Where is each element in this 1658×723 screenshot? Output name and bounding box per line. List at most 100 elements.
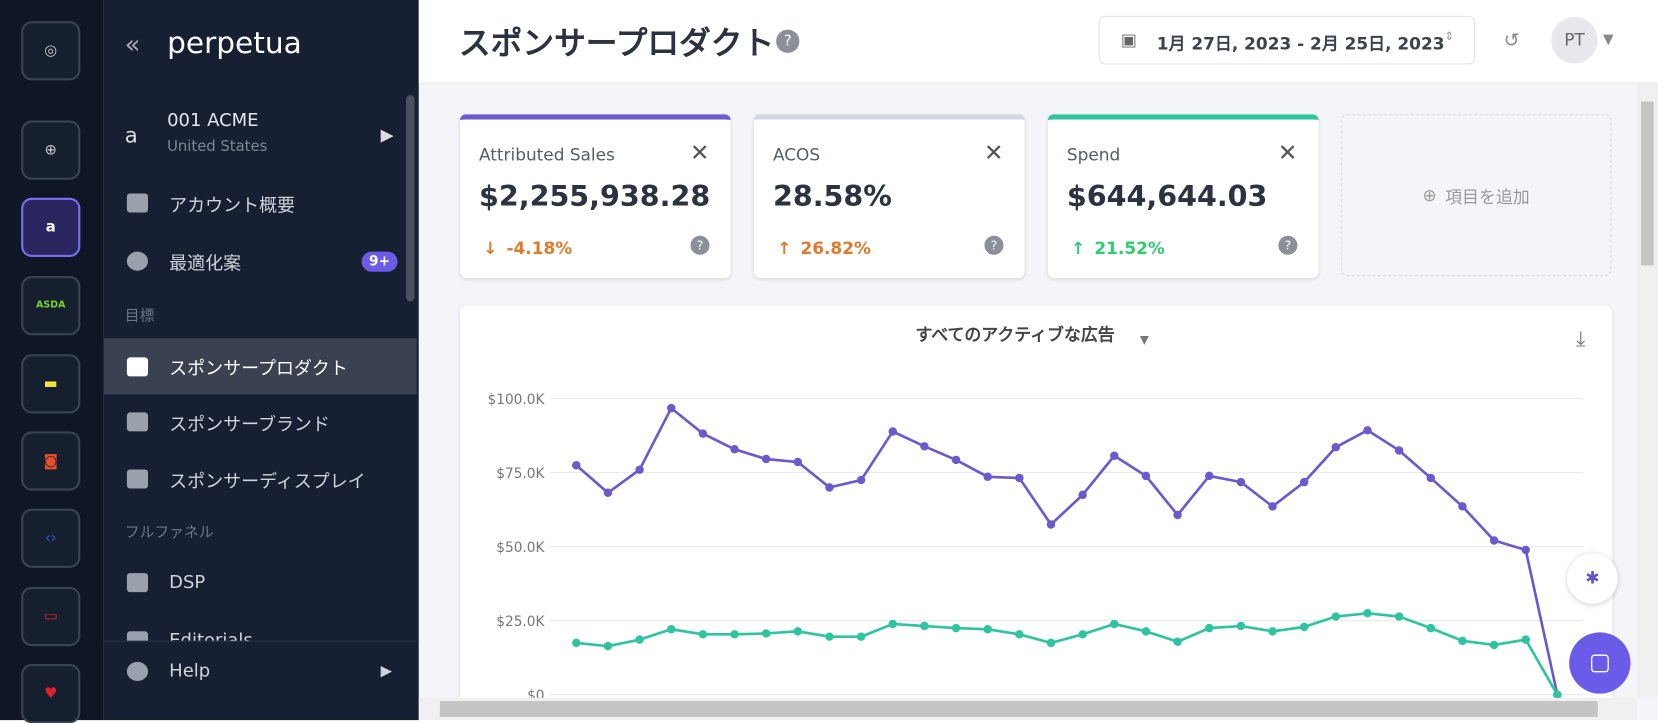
y-tick-label: $75.0K	[496, 466, 545, 482]
asda-button[interactable]: ASDA	[21, 275, 81, 336]
chart-title: すべてのアクティブな広告	[916, 324, 1115, 344]
user-menu-arrow[interactable]: ▼	[1603, 31, 1614, 48]
nav-item[interactable]: アカウント概要	[104, 176, 417, 231]
point	[1141, 627, 1151, 636]
point	[1236, 621, 1246, 631]
retailer-button[interactable]: ▭	[21, 586, 81, 647]
close[interactable]: ✕	[1277, 140, 1298, 168]
h-scrollbar[interactable]	[418, 697, 1637, 721]
amazon-icon: a	[124, 122, 138, 149]
kpi-card[interactable]: Attributed Sales ✕ $2,255,938.28 ↓ -4.18%…	[459, 114, 731, 279]
chat-button[interactable]: ▢	[1569, 632, 1631, 694]
kpi-card[interactable]: Spend ✕ $644,644.03 ↑ 21.52%?	[1047, 114, 1319, 279]
line	[576, 611, 1559, 696]
point	[951, 455, 961, 465]
page-title: スポンサープロダクト	[458, 25, 775, 63]
kpi-label: Attributed Sales	[479, 144, 615, 165]
bug-button[interactable]: ✱	[1567, 553, 1618, 604]
plus-icon: ⊕	[1422, 185, 1437, 206]
point	[1363, 609, 1372, 618]
point	[1426, 473, 1436, 483]
dropdown-arrow[interactable]: ▼	[1140, 333, 1149, 347]
point	[1394, 446, 1404, 455]
section-label: フルファネル	[124, 524, 214, 542]
help-item[interactable]: Help ▶	[103, 640, 417, 701]
heart-button[interactable]: ♥	[21, 664, 81, 723]
help-icon[interactable]: ?	[984, 235, 1004, 255]
point	[1078, 490, 1087, 500]
point	[1489, 536, 1499, 545]
y-tick-label: $25.0K	[496, 614, 545, 630]
kpi-label: Spend	[1066, 144, 1121, 165]
point	[793, 627, 803, 636]
nav-item[interactable]: DSP	[104, 555, 417, 610]
add-button[interactable]: ⊕	[21, 120, 81, 180]
point	[1173, 510, 1182, 520]
carrefour-button[interactable]: ‹›	[21, 508, 81, 568]
point	[635, 635, 644, 644]
nav-item[interactable]: スポンサーディスプレイ	[104, 452, 417, 507]
help-icon[interactable]: ?	[776, 29, 800, 53]
arrow-up: ↑	[777, 237, 792, 259]
point	[666, 625, 676, 634]
nav-label: スポンサーブランド	[169, 413, 330, 436]
nav-item[interactable]: Editorials	[104, 613, 406, 641]
close[interactable]: ✕	[983, 140, 1004, 168]
nav-item[interactable]: スポンサーブランド	[104, 394, 417, 449]
point	[1078, 630, 1087, 639]
point	[1299, 477, 1309, 487]
point	[825, 483, 834, 492]
point	[635, 465, 644, 474]
nav-label: Help	[169, 660, 211, 683]
point	[1046, 520, 1056, 529]
point	[1110, 451, 1119, 461]
scroll-thumb[interactable]	[439, 701, 1598, 717]
brand: perpetua	[167, 25, 302, 61]
account-country: United States	[167, 138, 268, 156]
point	[1331, 442, 1341, 452]
account-name: 001 ACME	[167, 109, 259, 132]
kpi-value: 28.58%	[772, 180, 892, 214]
history-icon[interactable]: ↺	[1503, 29, 1520, 52]
close[interactable]: ✕	[690, 140, 710, 168]
amazon-button[interactable]: a	[21, 197, 81, 257]
scroll-thumb[interactable]	[1641, 101, 1654, 266]
download-icon[interactable]: ⤓	[1576, 326, 1585, 351]
point	[1363, 426, 1372, 435]
badge: 9+	[361, 251, 398, 272]
point	[1205, 623, 1214, 633]
expand-arrow[interactable]: ▶	[380, 124, 394, 145]
avatar[interactable]: PT	[1551, 16, 1598, 64]
point	[951, 623, 961, 633]
point	[920, 442, 929, 451]
point	[761, 629, 771, 638]
point	[698, 429, 708, 438]
nav-item[interactable]: スポンサープロダクト	[103, 338, 417, 395]
point	[1458, 636, 1467, 646]
point	[1553, 690, 1562, 699]
nav-item[interactable]: 最適化案 9+	[104, 234, 417, 289]
point	[1521, 545, 1530, 555]
chart-card: すべてのアクティブな広告 ▼ ⤓ $0 $25.0K $50.0K $75.0K $10…	[459, 305, 1613, 721]
help-icon[interactable]: ?	[690, 235, 710, 255]
globe-button[interactable]: ◎	[21, 21, 81, 81]
add-metric[interactable]: ⊕ 項目を追加	[1340, 114, 1612, 276]
date-picker[interactable]: ▣ 1月 27日, 2023 - 2月 25日, 2023 ⇕	[1098, 15, 1476, 65]
collapse-button[interactable]: «	[124, 29, 141, 60]
chart: すべてのアクティブな広告 ▼ ⤓ $0$25.0K$50.0K$75.0K$10…	[487, 324, 1585, 704]
kpi-card[interactable]: ACOS ✕ 28.58% ↑ 26.82%?	[753, 114, 1025, 279]
point	[572, 638, 581, 648]
point	[572, 461, 581, 470]
expand-arrow: ▶	[380, 662, 393, 680]
tag-button[interactable]: ▬	[21, 354, 81, 414]
help-icon[interactable]: ?	[1278, 235, 1298, 255]
icon-rail: ◎ ⊕ a ASDA ▬ ◙ ‹› ▭ ♥	[0, 0, 104, 723]
point	[1521, 635, 1530, 644]
point	[920, 621, 929, 631]
point	[666, 403, 676, 413]
scrollbar[interactable]	[1636, 84, 1658, 698]
scrollbar[interactable]	[406, 95, 415, 302]
retailer-button[interactable]: ◙	[21, 431, 81, 491]
